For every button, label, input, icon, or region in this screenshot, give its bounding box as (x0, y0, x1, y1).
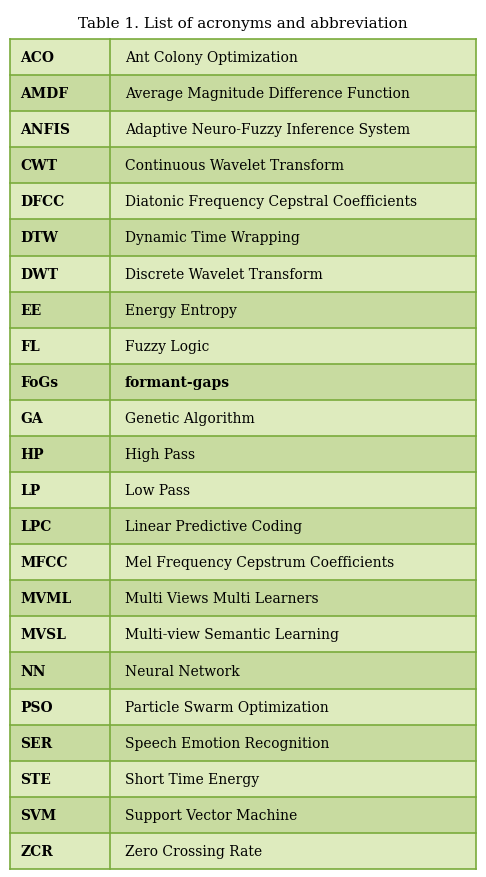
Text: AMDF: AMDF (20, 87, 68, 101)
Bar (10, 797, 476, 833)
Text: Multi-view Semantic Learning: Multi-view Semantic Learning (125, 628, 339, 642)
Text: GA: GA (20, 411, 43, 425)
Text: Speech Emotion Recognition: Speech Emotion Recognition (125, 736, 329, 750)
Text: Neural Network: Neural Network (125, 664, 240, 678)
Text: Low Pass: Low Pass (125, 483, 190, 497)
Text: Fuzzy Logic: Fuzzy Logic (125, 339, 209, 353)
Text: Continuous Wavelet Transform: Continuous Wavelet Transform (125, 159, 344, 173)
Text: Linear Predictive Coding: Linear Predictive Coding (125, 519, 302, 533)
Text: Energy Entropy: Energy Entropy (125, 303, 237, 317)
Text: LP: LP (20, 483, 40, 497)
Text: High Pass: High Pass (125, 447, 195, 461)
Text: Short Time Energy: Short Time Energy (125, 772, 259, 786)
Text: PSO: PSO (20, 700, 52, 714)
Bar (10, 401, 476, 437)
Text: MFCC: MFCC (20, 556, 68, 569)
Bar (10, 40, 476, 76)
Bar (10, 437, 476, 473)
Text: DWT: DWT (20, 267, 58, 282)
Text: FoGs: FoGs (20, 375, 58, 389)
Text: CWT: CWT (20, 159, 57, 173)
Text: FL: FL (20, 339, 40, 353)
Text: DTW: DTW (20, 232, 58, 246)
Text: ZCR: ZCR (20, 844, 53, 858)
Bar (10, 364, 476, 401)
Text: SER: SER (20, 736, 52, 750)
Bar (10, 509, 476, 545)
Text: SVM: SVM (20, 808, 56, 822)
Text: ACO: ACO (20, 51, 54, 65)
Text: LPC: LPC (20, 519, 52, 533)
Text: Table 1. List of acronyms and abbreviation: Table 1. List of acronyms and abbreviati… (78, 17, 408, 31)
Bar (10, 76, 476, 112)
Text: ANFIS: ANFIS (20, 123, 70, 137)
Text: Multi Views Multi Learners: Multi Views Multi Learners (125, 592, 318, 606)
Text: STE: STE (20, 772, 51, 786)
Text: Mel Frequency Cepstrum Coefficients: Mel Frequency Cepstrum Coefficients (125, 556, 394, 569)
Text: formant-gaps: formant-gaps (125, 375, 230, 389)
Bar (10, 220, 476, 256)
Text: Average Magnitude Difference Function: Average Magnitude Difference Function (125, 87, 410, 101)
Text: Zero Crossing Rate: Zero Crossing Rate (125, 844, 262, 858)
Bar (10, 617, 476, 652)
Text: NN: NN (20, 664, 46, 678)
Bar (10, 328, 476, 364)
Text: EE: EE (20, 303, 41, 317)
Bar (10, 473, 476, 509)
Bar (10, 833, 476, 869)
Bar (10, 545, 476, 581)
Bar (10, 761, 476, 797)
Bar (10, 688, 476, 724)
Text: HP: HP (20, 447, 44, 461)
Text: DFCC: DFCC (20, 196, 64, 209)
Bar (10, 292, 476, 328)
Text: MVSL: MVSL (20, 628, 66, 642)
Text: Discrete Wavelet Transform: Discrete Wavelet Transform (125, 267, 323, 282)
Bar (10, 581, 476, 617)
Text: Adaptive Neuro-Fuzzy Inference System: Adaptive Neuro-Fuzzy Inference System (125, 123, 410, 137)
Text: MVML: MVML (20, 592, 71, 606)
Bar (10, 184, 476, 220)
Bar (10, 652, 476, 688)
Text: Diatonic Frequency Cepstral Coefficients: Diatonic Frequency Cepstral Coefficients (125, 196, 417, 209)
Text: Support Vector Machine: Support Vector Machine (125, 808, 297, 822)
Bar (10, 112, 476, 148)
Bar (10, 148, 476, 184)
Bar (10, 724, 476, 761)
Text: Dynamic Time Wrapping: Dynamic Time Wrapping (125, 232, 300, 246)
Text: Ant Colony Optimization: Ant Colony Optimization (125, 51, 298, 65)
Text: Genetic Algorithm: Genetic Algorithm (125, 411, 255, 425)
Text: Particle Swarm Optimization: Particle Swarm Optimization (125, 700, 329, 714)
Bar (10, 256, 476, 292)
